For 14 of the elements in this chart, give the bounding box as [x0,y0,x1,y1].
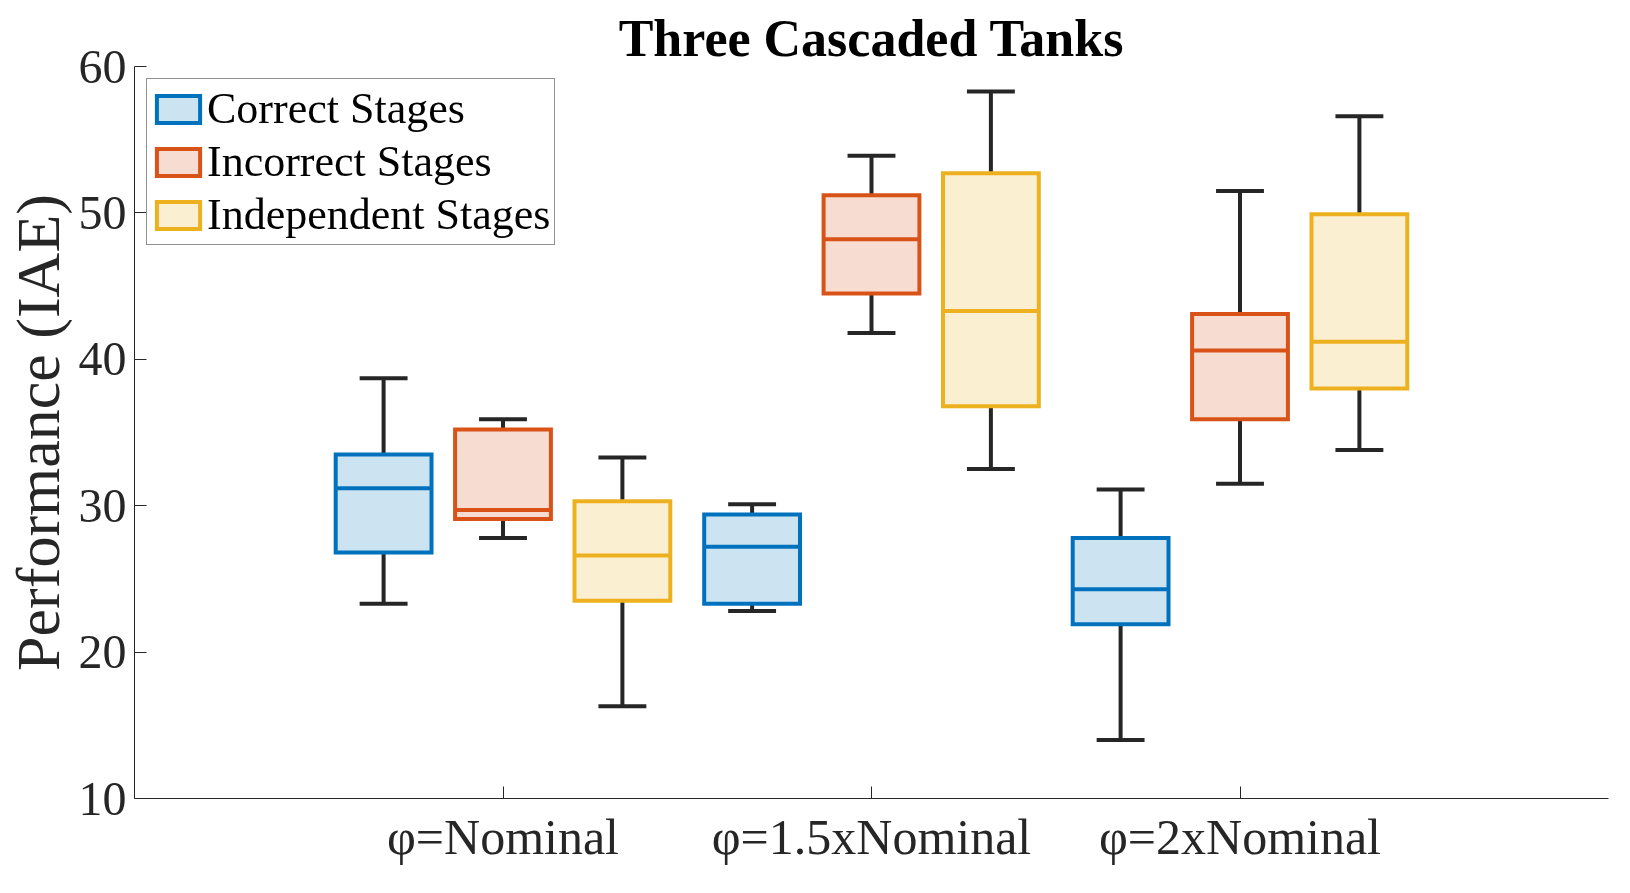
y-tick-label: 50 [78,185,127,239]
y-tick-label: 20 [78,625,127,679]
x-tick-label: φ=2xNominal [1098,808,1382,865]
y-tick-label: 30 [78,478,127,532]
y-tick-label: 60 [78,39,127,93]
legend-label: Correct Stages [207,83,465,134]
y-tick-label: 40 [78,332,127,386]
legend-label: Independent Stages [207,189,551,240]
x-tick-label: φ=Nominal [386,808,620,865]
chart-title: Three Cascaded Tanks [618,9,1124,67]
x-tick-label: φ=1.5xNominal [711,808,1032,865]
y-axis-title: Performance (IAE) [3,194,73,671]
y-tick-label: 10 [78,771,127,825]
legend-label: Incorrect Stages [207,136,492,187]
